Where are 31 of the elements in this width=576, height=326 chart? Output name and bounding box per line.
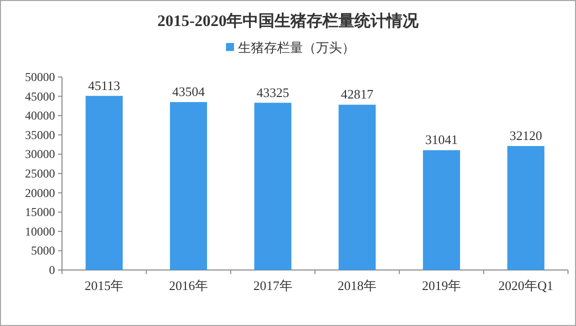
bar: [254, 102, 292, 270]
x-tick-label: 2016年: [169, 278, 208, 293]
bar: [338, 104, 376, 270]
chart-title: 2015-2020年中国生猪存栏量统计情况: [157, 12, 420, 30]
y-tick-label: 5000: [31, 244, 55, 258]
y-tick-label: 45000: [25, 89, 55, 104]
data-label: 43325: [256, 84, 290, 100]
bar: [422, 150, 460, 270]
legend-label: 生猪存栏量（万头）: [238, 40, 355, 55]
y-tick-label: 30000: [25, 147, 55, 162]
y-tick-label: 15000: [25, 205, 55, 220]
data-label: 43504: [172, 84, 206, 100]
x-tick-label: 2020年Q1: [498, 278, 554, 293]
x-tick-label: 2017年: [253, 278, 292, 293]
bar: [507, 146, 544, 270]
y-tick-label: 25000: [25, 166, 55, 180]
x-tick-label: 2018年: [338, 278, 377, 293]
x-tick-label: 2019年: [422, 278, 461, 293]
y-tick-label: 40000: [25, 108, 55, 123]
y-tick-label: 10000: [25, 224, 55, 238]
data-label: 42817: [340, 86, 374, 102]
bar: [86, 96, 123, 270]
data-label: 32120: [510, 128, 542, 144]
data-label: 45113: [88, 78, 120, 93]
y-tick-label: 50000: [25, 70, 55, 84]
bar: [170, 102, 208, 270]
x-tick-label: 2015年: [84, 278, 124, 293]
y-tick-label: 20000: [25, 186, 55, 200]
y-tick-label: 0: [49, 263, 55, 277]
data-label: 31041: [425, 132, 458, 148]
y-tick-label: 35000: [25, 128, 55, 142]
